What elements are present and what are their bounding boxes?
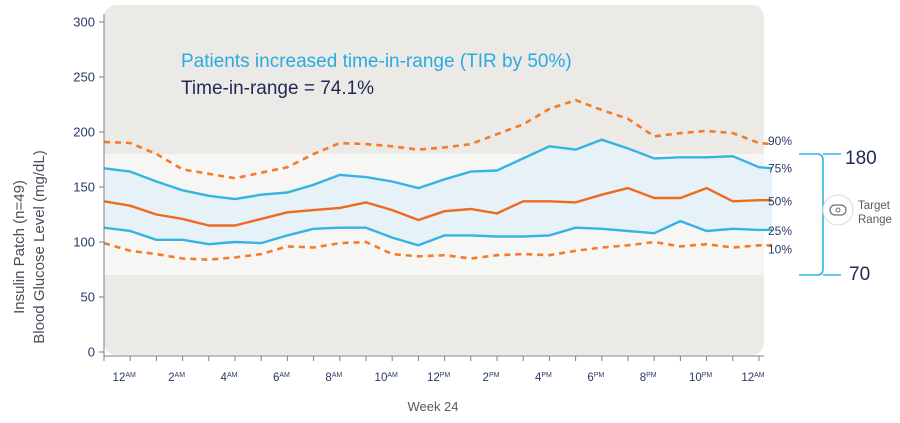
target-range-label-line2: Range <box>858 214 892 226</box>
y-tick-label: 300 <box>73 15 95 30</box>
percentile-label-10pct: 10% <box>768 243 792 257</box>
y-tick-label: 200 <box>73 125 95 140</box>
x-tick-label: 2PM <box>483 372 500 384</box>
y-tick-label: 150 <box>73 180 95 195</box>
x-axis-title: Week 24 <box>407 399 458 414</box>
chart-subtitle: Time-in-range = 74.1% <box>181 78 374 99</box>
percentile-label-75pct: 75% <box>768 161 792 175</box>
x-tick-label: 6AM <box>273 372 290 384</box>
x-tick-label: 2AM <box>168 372 185 384</box>
percentile-label-90pct: 90% <box>768 134 792 148</box>
x-tick-label: 12PM <box>427 372 450 384</box>
y-axis-title-line2: Blood Glucose Level (mg/dL) <box>31 150 48 343</box>
target-low-value: 70 <box>849 264 870 285</box>
x-tick-label: 8PM <box>640 372 657 384</box>
percentile-labels: 90% 75% 50% 25% 10% <box>768 134 792 257</box>
x-tick-label: 12AM <box>113 372 136 384</box>
x-ticks: 12AM 2AM 4AM 6AM 8AM 10AM 12PM 2PM 4PM 6PM 8PM 10PM… <box>103 356 765 384</box>
x-tick-label: 6PM <box>587 372 604 384</box>
y-axis-title-line1: Insulin Patch (n=49) <box>11 180 28 314</box>
y-tick-label: 100 <box>73 235 95 250</box>
patch-icon <box>829 204 847 216</box>
y-ticks: 0 50 100 150 200 250 300 <box>73 15 104 360</box>
target-high-value: 180 <box>845 148 877 169</box>
bracket-line <box>799 153 841 276</box>
x-tick-label: 10PM <box>689 372 712 384</box>
interquartile-band <box>104 139 773 246</box>
x-tick-label: 4AM <box>221 372 238 384</box>
y-tick-label: 0 <box>88 345 95 360</box>
y-tick-label: 50 <box>81 290 95 305</box>
percentile-label-25pct: 25% <box>768 224 792 238</box>
target-range-bracket: 180 70 Target Range <box>799 148 892 285</box>
series-line-90pct <box>103 98 773 180</box>
target-range-label-line1: Target <box>858 200 891 212</box>
x-tick-label: 8AM <box>325 372 342 384</box>
x-tick-label: 12AM <box>741 372 764 384</box>
x-tick-label: 4PM <box>535 372 552 384</box>
series-line-50pct <box>103 186 773 227</box>
percentile-label-50pct: 50% <box>768 194 792 208</box>
x-tick-label: 10AM <box>375 372 398 384</box>
series-line-25pct <box>103 219 773 247</box>
y-tick-label: 250 <box>73 70 95 85</box>
chart-title: Patients increased time-in-range (TIR by… <box>181 51 572 72</box>
series-line-10pct <box>103 240 773 261</box>
series-line-75pct <box>103 138 773 201</box>
series-layer <box>103 98 773 261</box>
